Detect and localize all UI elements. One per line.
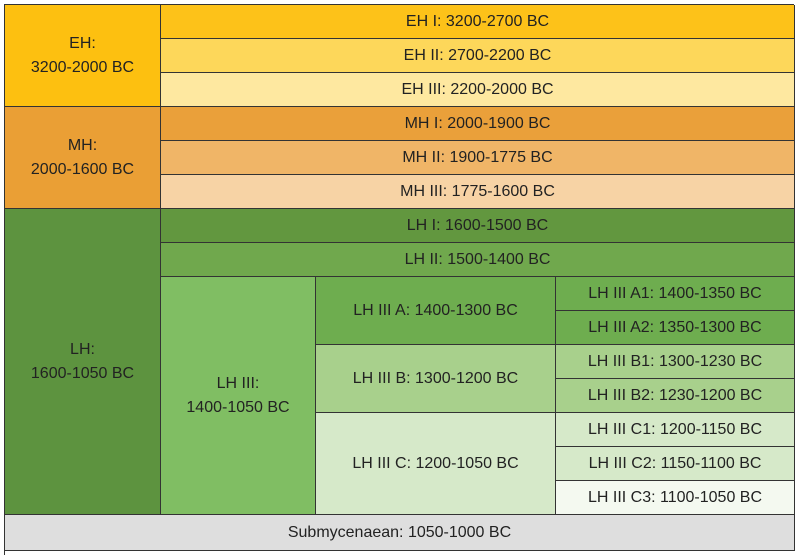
lh-3a: LH III A: 1400-1300 BC (316, 277, 556, 345)
lh-3c2: LH III C2: 1150-1100 BC (556, 447, 795, 481)
lh-3a2: LH III A2: 1350-1300 BC (556, 311, 795, 345)
helladic-chronology-table: EH: 3200-2000 BC EH I: 3200-2700 BC EH I… (4, 4, 795, 555)
eh-period: EH: 3200-2000 BC (5, 5, 161, 107)
eh-period-name: EH: (69, 35, 96, 53)
submycenaean: Submycenaean: 1050-1000 BC (5, 515, 795, 551)
lh-3c1: LH III C1: 1200-1150 BC (556, 413, 795, 447)
lh-3b: LH III B: 1300-1200 BC (316, 345, 556, 413)
lh-3c: LH III C: 1200-1050 BC (316, 413, 556, 515)
lh-period-name: LH: (70, 341, 95, 359)
eh-2: EH II: 2700-2200 BC (161, 39, 795, 73)
mh-period-name: MH: (67, 137, 98, 155)
mh-2: MH II: 1900-1775 BC (161, 141, 795, 175)
mh-period: MH: 2000-1600 BC (5, 107, 161, 209)
lh-period-dates: 1600-1050 BC (30, 364, 135, 382)
lh-period: LH: 1600-1050 BC (5, 209, 161, 515)
lh-3-dates: 1400-1050 BC (186, 398, 290, 416)
eh-period-dates: 3200-2000 BC (30, 58, 135, 76)
mh-period-dates: 2000-1600 BC (30, 160, 135, 178)
lh-3: LH III: 1400-1050 BC (161, 277, 316, 515)
lh-3-name: LH III: (216, 375, 260, 393)
eh-1: EH I: 3200-2700 BC (161, 5, 795, 39)
lh-3c3: LH III C3: 1100-1050 BC (556, 481, 795, 515)
mh-3: MH III: 1775-1600 BC (161, 175, 795, 209)
eh-3: EH III: 2200-2000 BC (161, 73, 795, 107)
lh-3b1: LH III B1: 1300-1230 BC (556, 345, 795, 379)
lh-2: LH II: 1500-1400 BC (161, 243, 795, 277)
mh-1: MH I: 2000-1900 BC (161, 107, 795, 141)
lh-3a1: LH III A1: 1400-1350 BC (556, 277, 795, 311)
lh-1: LH I: 1600-1500 BC (161, 209, 795, 243)
lh-3b2: LH III B2: 1230-1200 BC (556, 379, 795, 413)
